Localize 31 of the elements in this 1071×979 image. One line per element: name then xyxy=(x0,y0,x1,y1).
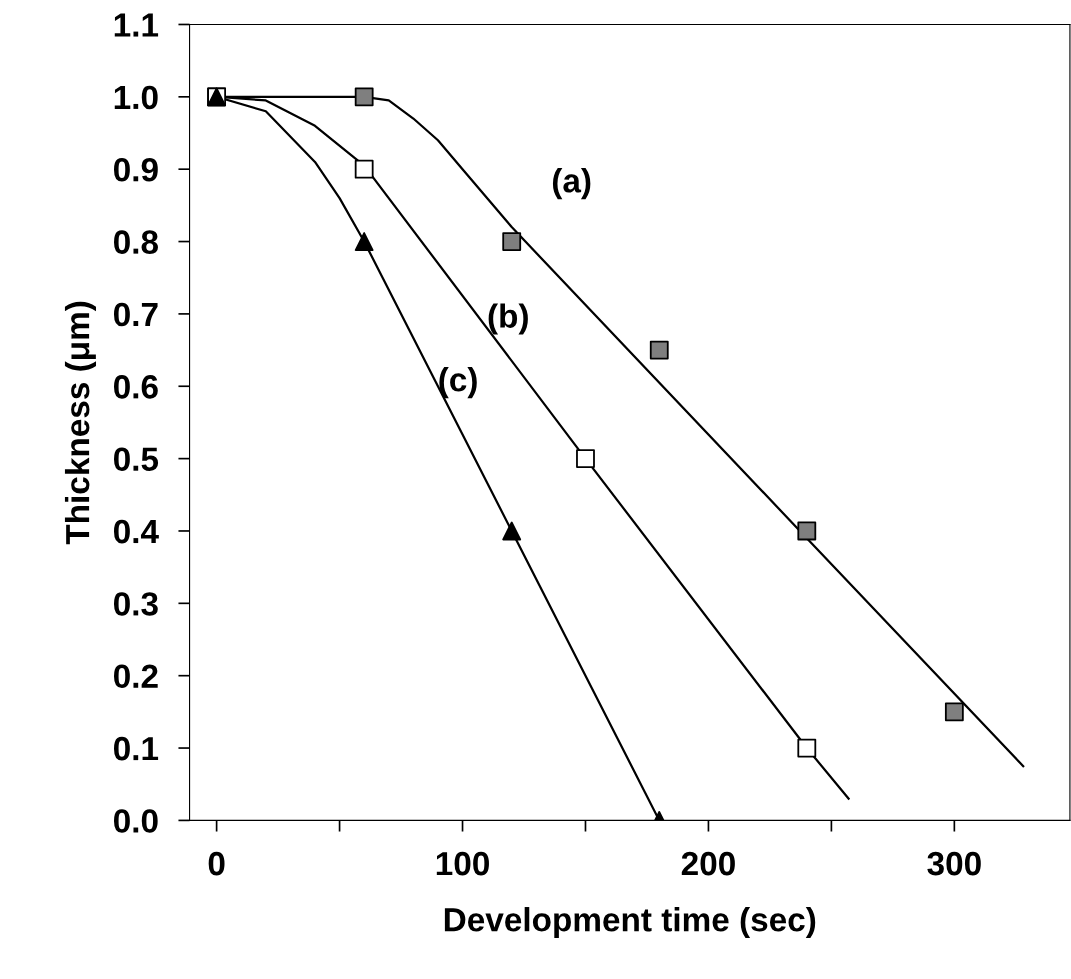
point xyxy=(797,521,817,541)
y-tick-label: 1.1 xyxy=(114,13,159,37)
point xyxy=(576,449,595,469)
y-tick-label: 0.5 xyxy=(114,447,159,472)
y-tick-label: 0.2 xyxy=(114,664,158,689)
point xyxy=(354,159,374,179)
point xyxy=(797,738,817,758)
y-tick-label: 0.9 xyxy=(114,157,158,182)
y-tick-label: 0.4 xyxy=(114,519,159,544)
annotation: (a) xyxy=(552,168,591,200)
y-tick-label: 0.8 xyxy=(114,230,158,254)
point xyxy=(944,702,964,722)
x-tick-label: 100 xyxy=(436,851,489,876)
y-tick-label: 0.7 xyxy=(114,302,158,327)
point xyxy=(649,340,669,360)
point xyxy=(354,232,374,251)
annotation: (c) xyxy=(439,367,477,399)
y-tick-label: 0.0 xyxy=(114,809,158,833)
y-tick-label: 0.6 xyxy=(114,375,158,399)
x-tick-label: 200 xyxy=(681,851,735,876)
x-tick-label: 300 xyxy=(927,851,981,876)
y-tick-label: 0.3 xyxy=(114,592,158,616)
y-tick-label: 0.1 xyxy=(114,736,159,761)
point xyxy=(502,521,522,541)
annotation: (b) xyxy=(488,303,528,335)
point xyxy=(354,87,374,107)
x-tick-label: 0 xyxy=(208,851,225,876)
y-tick-label: 1.0 xyxy=(114,85,158,110)
point xyxy=(502,232,522,251)
x-axis-title: Development time (sec) xyxy=(444,907,816,939)
y-axis-title: Thickness (μm) xyxy=(64,301,97,545)
